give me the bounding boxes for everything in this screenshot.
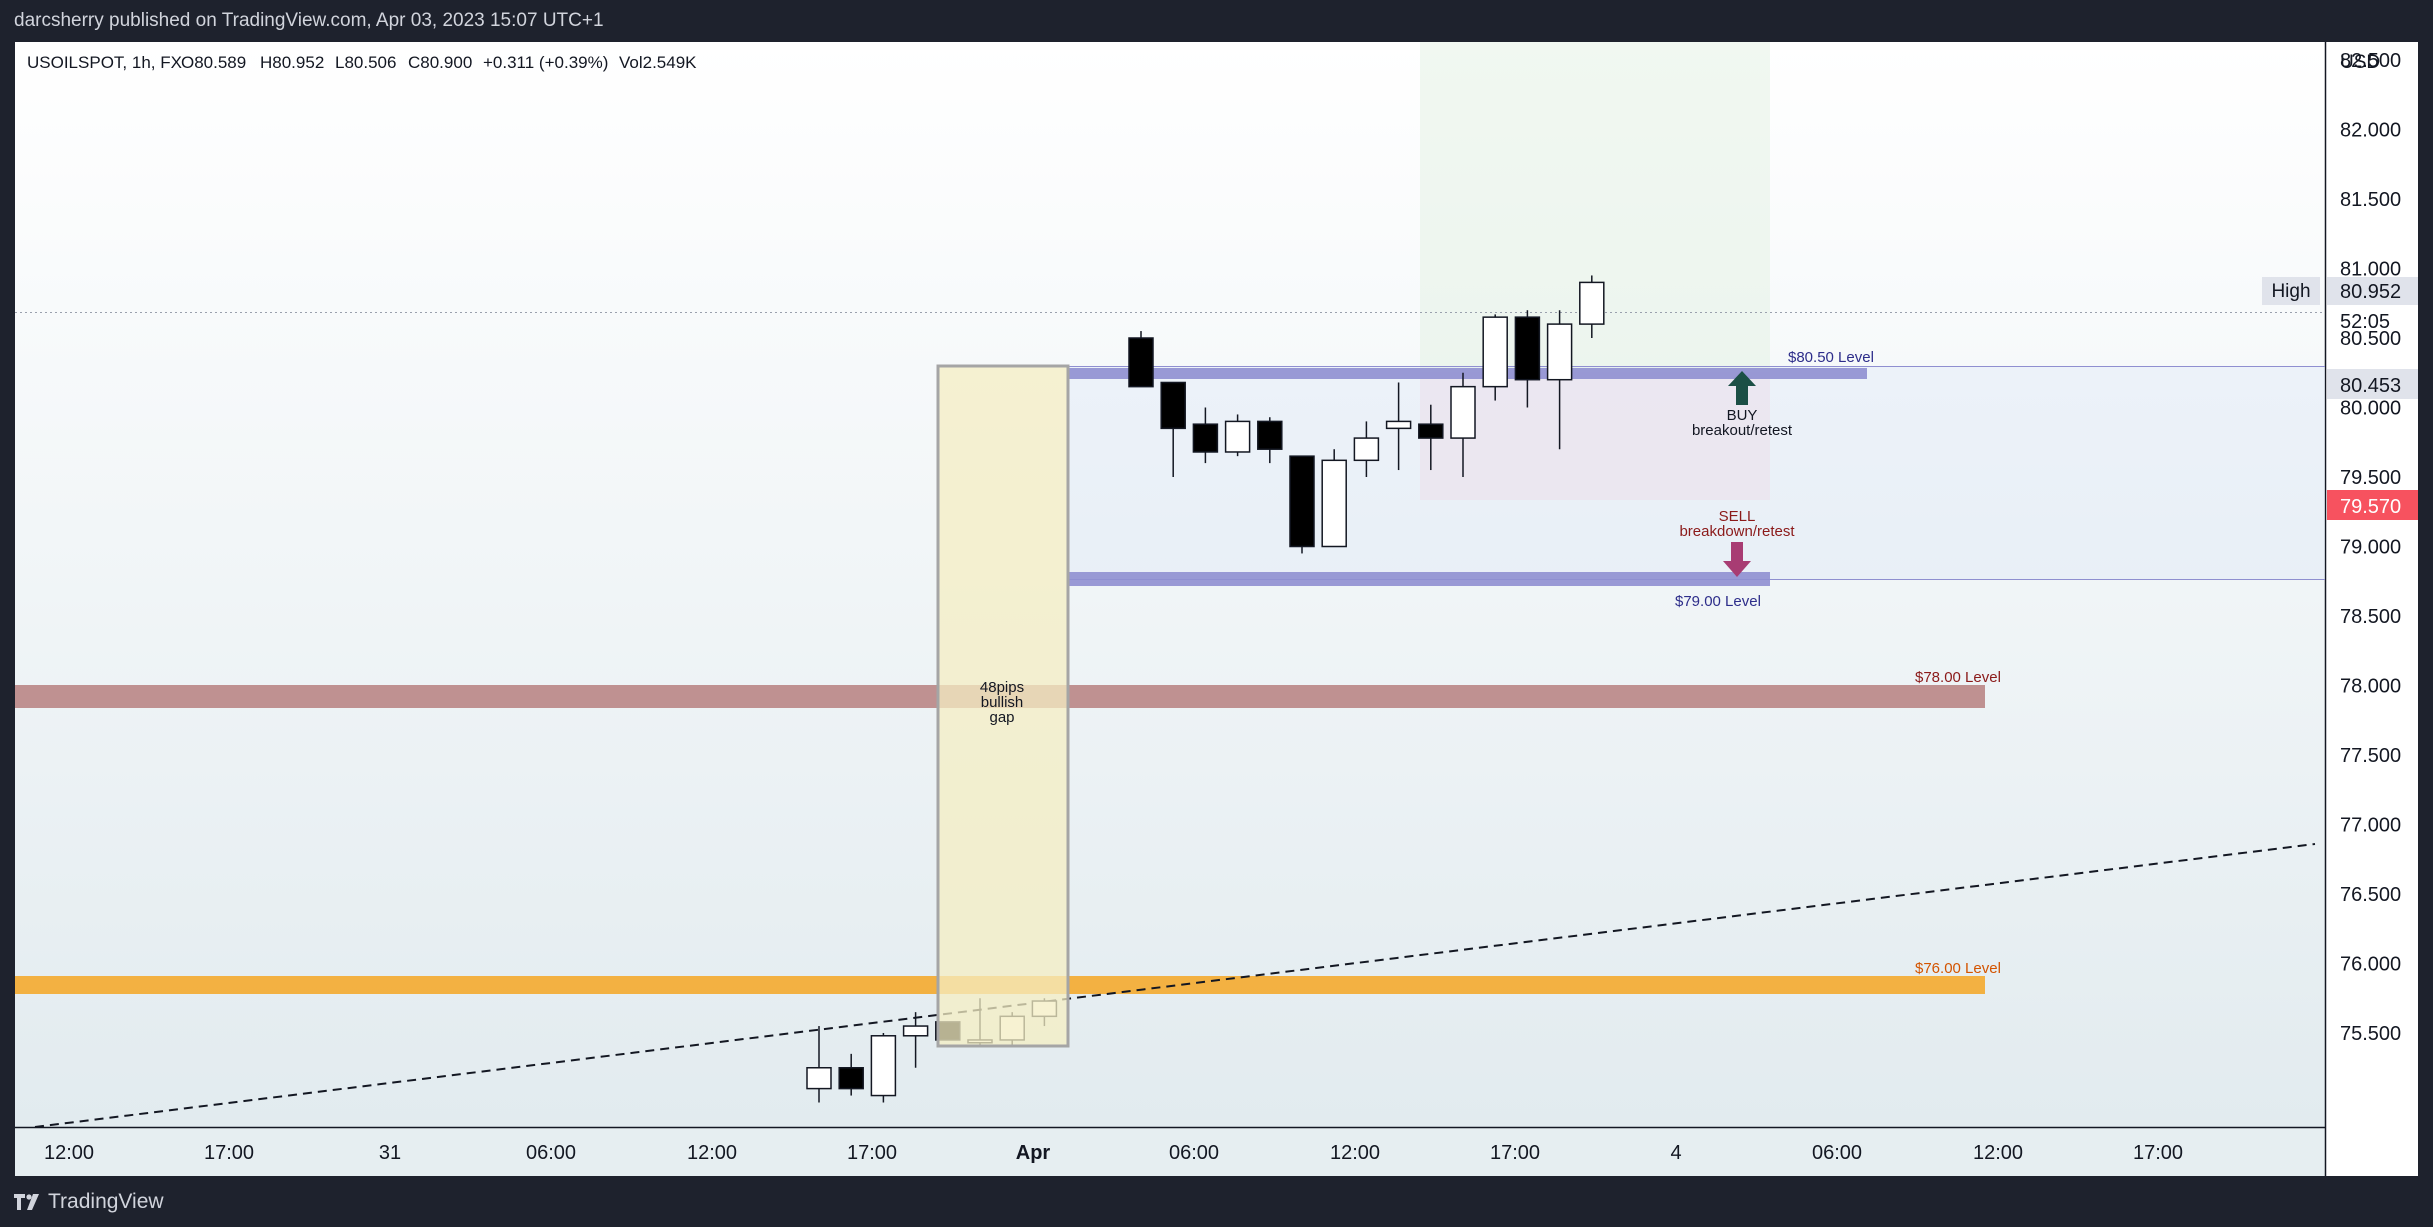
stop-zone bbox=[1420, 372, 1770, 500]
publisher-text: darcsherry published on TradingView.com,… bbox=[14, 10, 604, 31]
price-tick-7: 79.000 bbox=[2340, 537, 2401, 559]
candle-body-20 bbox=[1514, 316, 1541, 381]
time-tick-5: 17:00 bbox=[847, 1142, 897, 1164]
price-tick-8: 78.500 bbox=[2340, 606, 2401, 628]
candle-body-16 bbox=[1385, 420, 1412, 430]
candle-body-9 bbox=[1160, 381, 1186, 430]
overlay-layer bbox=[936, 364, 1070, 1048]
candle-body-0 bbox=[806, 1067, 832, 1090]
time-tick-3: 06:00 bbox=[526, 1142, 576, 1164]
sell-arrow-icon bbox=[1723, 542, 1751, 577]
legend-change: +0.311 (+0.39%) bbox=[483, 53, 608, 72]
price-axis-labels: 82.500 82.000 81.500 81.000 80.500 80.000 79.5… bbox=[2340, 50, 2401, 1045]
candle-body-13 bbox=[1289, 455, 1315, 548]
time-tick-6: Apr bbox=[1016, 1142, 1051, 1164]
time-tick-11: 06:00 bbox=[1812, 1142, 1862, 1164]
price-tick-9: 78.000 bbox=[2340, 676, 2401, 698]
time-tick-7: 06:00 bbox=[1169, 1142, 1219, 1164]
candle-body-12 bbox=[1257, 420, 1283, 450]
level-label-78-00: $78.00 Level bbox=[1915, 669, 2001, 686]
time-axis-labels: 12:00 17:00 31 06:00 12:00 17:00 Apr 06:00 12:00… bbox=[44, 1142, 2183, 1164]
currency-label: USD bbox=[2340, 52, 2380, 73]
buy-sub-label: breakout/retest bbox=[1692, 422, 1793, 439]
time-axis-background bbox=[15, 1127, 2325, 1176]
buy-arrow-icon bbox=[1728, 371, 1756, 405]
candle-body-21 bbox=[1546, 323, 1573, 381]
sell-sub-label: breakdown/retest bbox=[1679, 523, 1795, 540]
tradingview-logo-icon bbox=[14, 1193, 42, 1210]
gap-box bbox=[936, 364, 1070, 1048]
price-tick-13: 76.000 bbox=[2340, 954, 2401, 976]
sell-label: SELL bbox=[1719, 508, 1756, 525]
time-tick-12: 12:00 bbox=[1973, 1142, 2023, 1164]
high-value-bg bbox=[2327, 277, 2418, 305]
level-band-80-50 bbox=[1067, 368, 1867, 379]
candle-body-19 bbox=[1482, 316, 1508, 388]
current-price-tag bbox=[2327, 490, 2418, 520]
candle-body-1 bbox=[838, 1067, 864, 1090]
buy-label: BUY bbox=[1727, 407, 1758, 424]
chart-frame: 82.500 82.000 81.500 81.000 80.500 80.000 79.5… bbox=[15, 42, 2418, 1176]
price-tick-2: 81.500 bbox=[2340, 189, 2401, 211]
price-tick-6: 79.500 bbox=[2340, 467, 2401, 489]
price-tick-5: 80.000 bbox=[2340, 398, 2401, 420]
price-tick-3: 81.000 bbox=[2340, 259, 2401, 281]
gap-label-line-1: 48pips bbox=[980, 679, 1024, 696]
price-tick-11: 77.000 bbox=[2340, 815, 2401, 837]
price-tick-12: 76.500 bbox=[2340, 884, 2401, 906]
level-value-bg bbox=[2327, 369, 2418, 399]
gap-label-line-2: bullish bbox=[981, 694, 1024, 711]
candle-body-10 bbox=[1192, 423, 1219, 453]
time-tick-9: 17:00 bbox=[1490, 1142, 1540, 1164]
level-label-80-50: $80.50 Level bbox=[1788, 349, 1874, 366]
time-tick-0: 12:00 bbox=[44, 1142, 94, 1164]
candle-body-11 bbox=[1224, 420, 1251, 453]
candle-body-17 bbox=[1418, 423, 1444, 439]
footer-brand: TradingView bbox=[48, 1189, 164, 1213]
level-band-79-00 bbox=[1067, 572, 1770, 586]
level-value: 80.453 bbox=[2340, 375, 2401, 397]
publisher-header: darcsherry published on TradingView.com,… bbox=[0, 0, 2433, 42]
legend-high: H80.952 bbox=[260, 53, 324, 72]
candle-body-14 bbox=[1321, 459, 1347, 548]
price-tick-10: 77.500 bbox=[2340, 745, 2401, 767]
countdown: 52:05 bbox=[2340, 311, 2390, 333]
level-label-79-00: $79.00 Level bbox=[1675, 593, 1761, 610]
legend-low: L80.506 bbox=[335, 53, 396, 72]
legend-close: C80.900 bbox=[408, 53, 472, 72]
candle-body-2 bbox=[870, 1035, 897, 1097]
candle-body-3 bbox=[902, 1025, 929, 1037]
candle-body-22 bbox=[1579, 281, 1605, 325]
price-tick-1: 82.000 bbox=[2340, 120, 2401, 142]
level-label-76-00: $76.00 Level bbox=[1915, 960, 2001, 977]
price-tick-14: 75.500 bbox=[2340, 1023, 2401, 1045]
range-box bbox=[1067, 366, 2325, 579]
legend-open: O80.589 bbox=[181, 53, 246, 72]
legend-symbol: USOILSPOT, 1h, FX bbox=[27, 53, 182, 72]
legend-volume: Vol2.549K bbox=[619, 53, 697, 72]
gap-label-line-3: gap bbox=[989, 709, 1014, 726]
time-tick-4: 12:00 bbox=[687, 1142, 737, 1164]
time-tick-2: 31 bbox=[379, 1142, 401, 1164]
time-tick-10: 4 bbox=[1670, 1142, 1681, 1164]
high-tag-bg bbox=[2262, 277, 2320, 305]
current-price: 79.570 bbox=[2340, 496, 2401, 518]
price-tick-4: 80.500 bbox=[2340, 328, 2401, 350]
price-axis-background bbox=[2326, 42, 2418, 1176]
candle-body-15 bbox=[1353, 437, 1380, 462]
footer: TradingView bbox=[0, 1176, 2433, 1227]
time-tick-8: 12:00 bbox=[1330, 1142, 1380, 1164]
price-tick-0: 82.500 bbox=[2340, 50, 2401, 72]
candlestick-chart[interactable]: 82.500 82.000 81.500 81.000 80.500 80.000 79.5… bbox=[15, 42, 2418, 1176]
candle-body-8 bbox=[1128, 337, 1154, 388]
time-tick-1: 17:00 bbox=[204, 1142, 254, 1164]
candle-layer bbox=[806, 275, 1605, 1103]
high-tag-label: High bbox=[2271, 281, 2310, 302]
candle-body-18 bbox=[1450, 385, 1476, 439]
high-value: 80.952 bbox=[2340, 281, 2401, 303]
time-tick-13: 17:00 bbox=[2133, 1142, 2183, 1164]
dashed-trendline bbox=[34, 843, 2316, 1128]
